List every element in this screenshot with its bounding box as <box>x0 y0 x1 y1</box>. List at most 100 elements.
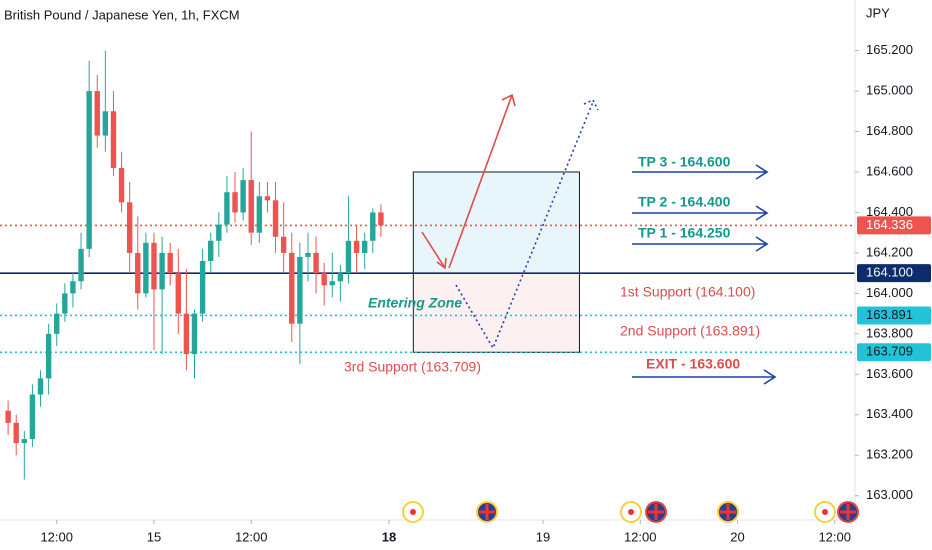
x-tick-label: 15 <box>147 529 161 544</box>
price-tag-label: 164.336 <box>866 217 913 232</box>
event-icon <box>410 509 416 515</box>
candle-body <box>21 439 28 444</box>
candle-body <box>143 242 149 294</box>
x-tick-label: 12:00 <box>40 529 73 544</box>
y-tick-label: 164.800 <box>866 123 913 138</box>
candle-body <box>280 236 287 253</box>
event-icon <box>628 509 634 515</box>
annotation: TP 3 - 164.600 <box>638 154 731 170</box>
candle-body <box>378 212 384 226</box>
event-icons <box>402 501 859 523</box>
arrows <box>421 93 777 385</box>
candle-body <box>191 313 198 355</box>
x-tick-label: 12:00 <box>624 529 657 544</box>
candle-body <box>167 252 173 274</box>
candle-body <box>62 293 68 314</box>
candle-body <box>345 240 352 274</box>
chart-title: British Pound / Japanese Yen, 1h, FXCM <box>4 7 240 22</box>
candle-body <box>329 281 335 286</box>
axis: 163.000 163.200 163.400 163.600 163.800 164.0… <box>40 42 913 544</box>
y-tick-label: 163.800 <box>866 325 913 340</box>
candle-body <box>248 180 254 233</box>
candle-body <box>45 333 52 379</box>
event-icon <box>479 504 495 520</box>
price-lines <box>0 224 855 354</box>
red-arrow-small <box>421 231 447 270</box>
candle-body <box>5 410 11 423</box>
exit-arrow <box>632 369 777 385</box>
price-tags: 164.336 164.100 163.891 163.709 <box>857 216 931 362</box>
candle-body <box>216 224 222 241</box>
x-tick-label: 20 <box>730 529 744 544</box>
y-tick-label: 164.600 <box>866 163 913 178</box>
x-tick-label: 12:00 <box>235 529 268 544</box>
candle-body <box>289 252 295 324</box>
x-tick-label: 12:00 <box>818 529 851 544</box>
candle-body <box>110 111 117 168</box>
candle-body <box>78 248 84 282</box>
price-tag <box>857 343 931 362</box>
candle-body <box>29 394 36 440</box>
tp-arrow <box>632 236 769 252</box>
candle-body <box>135 252 141 294</box>
y-tick-label: 163.000 <box>866 487 913 502</box>
candle-body <box>86 91 92 249</box>
candle-body <box>361 240 368 253</box>
candle-body <box>183 313 190 355</box>
y-tick-label: 163.400 <box>866 406 913 421</box>
y-tick-label: 165.200 <box>866 42 913 57</box>
y-tick-label: 164.000 <box>866 285 913 300</box>
annotation: Entering Zone <box>368 295 462 311</box>
candle-body <box>224 192 230 225</box>
annotation: EXIT - 163.600 <box>646 356 740 372</box>
candle-body <box>208 240 214 262</box>
candles <box>5 50 384 480</box>
annotation: TP 1 - 164.250 <box>638 225 731 241</box>
candle-body <box>256 196 263 233</box>
price-tag-label: 163.891 <box>866 307 913 322</box>
tp-arrow <box>632 205 769 221</box>
candle-body <box>272 200 279 237</box>
event-icon <box>648 504 664 520</box>
annotation: 2nd Support (163.891) <box>620 323 760 339</box>
y-tick-label: 164.400 <box>866 204 913 219</box>
candle-body <box>54 313 60 334</box>
annotation: TP 2 - 164.400 <box>638 194 731 210</box>
price-tag-label: 163.709 <box>866 344 913 359</box>
candle-body <box>353 240 360 253</box>
candle-body <box>264 196 271 201</box>
event-icon <box>822 509 828 515</box>
candle-body <box>102 111 109 136</box>
annotation: 1st Support (164.100) <box>620 284 755 300</box>
candle-body <box>297 256 303 324</box>
candle-body <box>151 242 157 290</box>
y-tick-label: 163.600 <box>866 366 913 381</box>
blue-dotted-arrow <box>455 98 599 350</box>
y-tick-label: 164.200 <box>866 244 913 259</box>
candle-body <box>337 273 344 282</box>
x-tick-label: 19 <box>536 529 550 544</box>
x-tick-label: 18 <box>382 529 396 544</box>
candle-body <box>313 252 319 274</box>
candle-body <box>159 252 165 290</box>
candle-body <box>321 273 327 286</box>
candle-body <box>199 261 206 314</box>
price-tag <box>857 306 931 325</box>
candle-body <box>175 273 181 314</box>
y-tick-label: 163.200 <box>866 447 913 462</box>
candle-body <box>70 281 76 294</box>
event-icon <box>720 504 736 520</box>
candle-body <box>240 180 246 213</box>
price-tag-label: 164.100 <box>866 265 913 280</box>
annotation: 3rd Support (163.709) <box>344 359 481 375</box>
price-tag <box>857 216 931 235</box>
candle-body <box>118 167 125 203</box>
candle-body <box>126 202 133 253</box>
candle-body <box>94 91 100 136</box>
candle-body <box>13 422 19 444</box>
y-tick-label: 165.000 <box>866 82 913 97</box>
red-arrow <box>448 93 516 269</box>
zone <box>412 171 580 274</box>
currency-label: JPY <box>866 5 890 20</box>
